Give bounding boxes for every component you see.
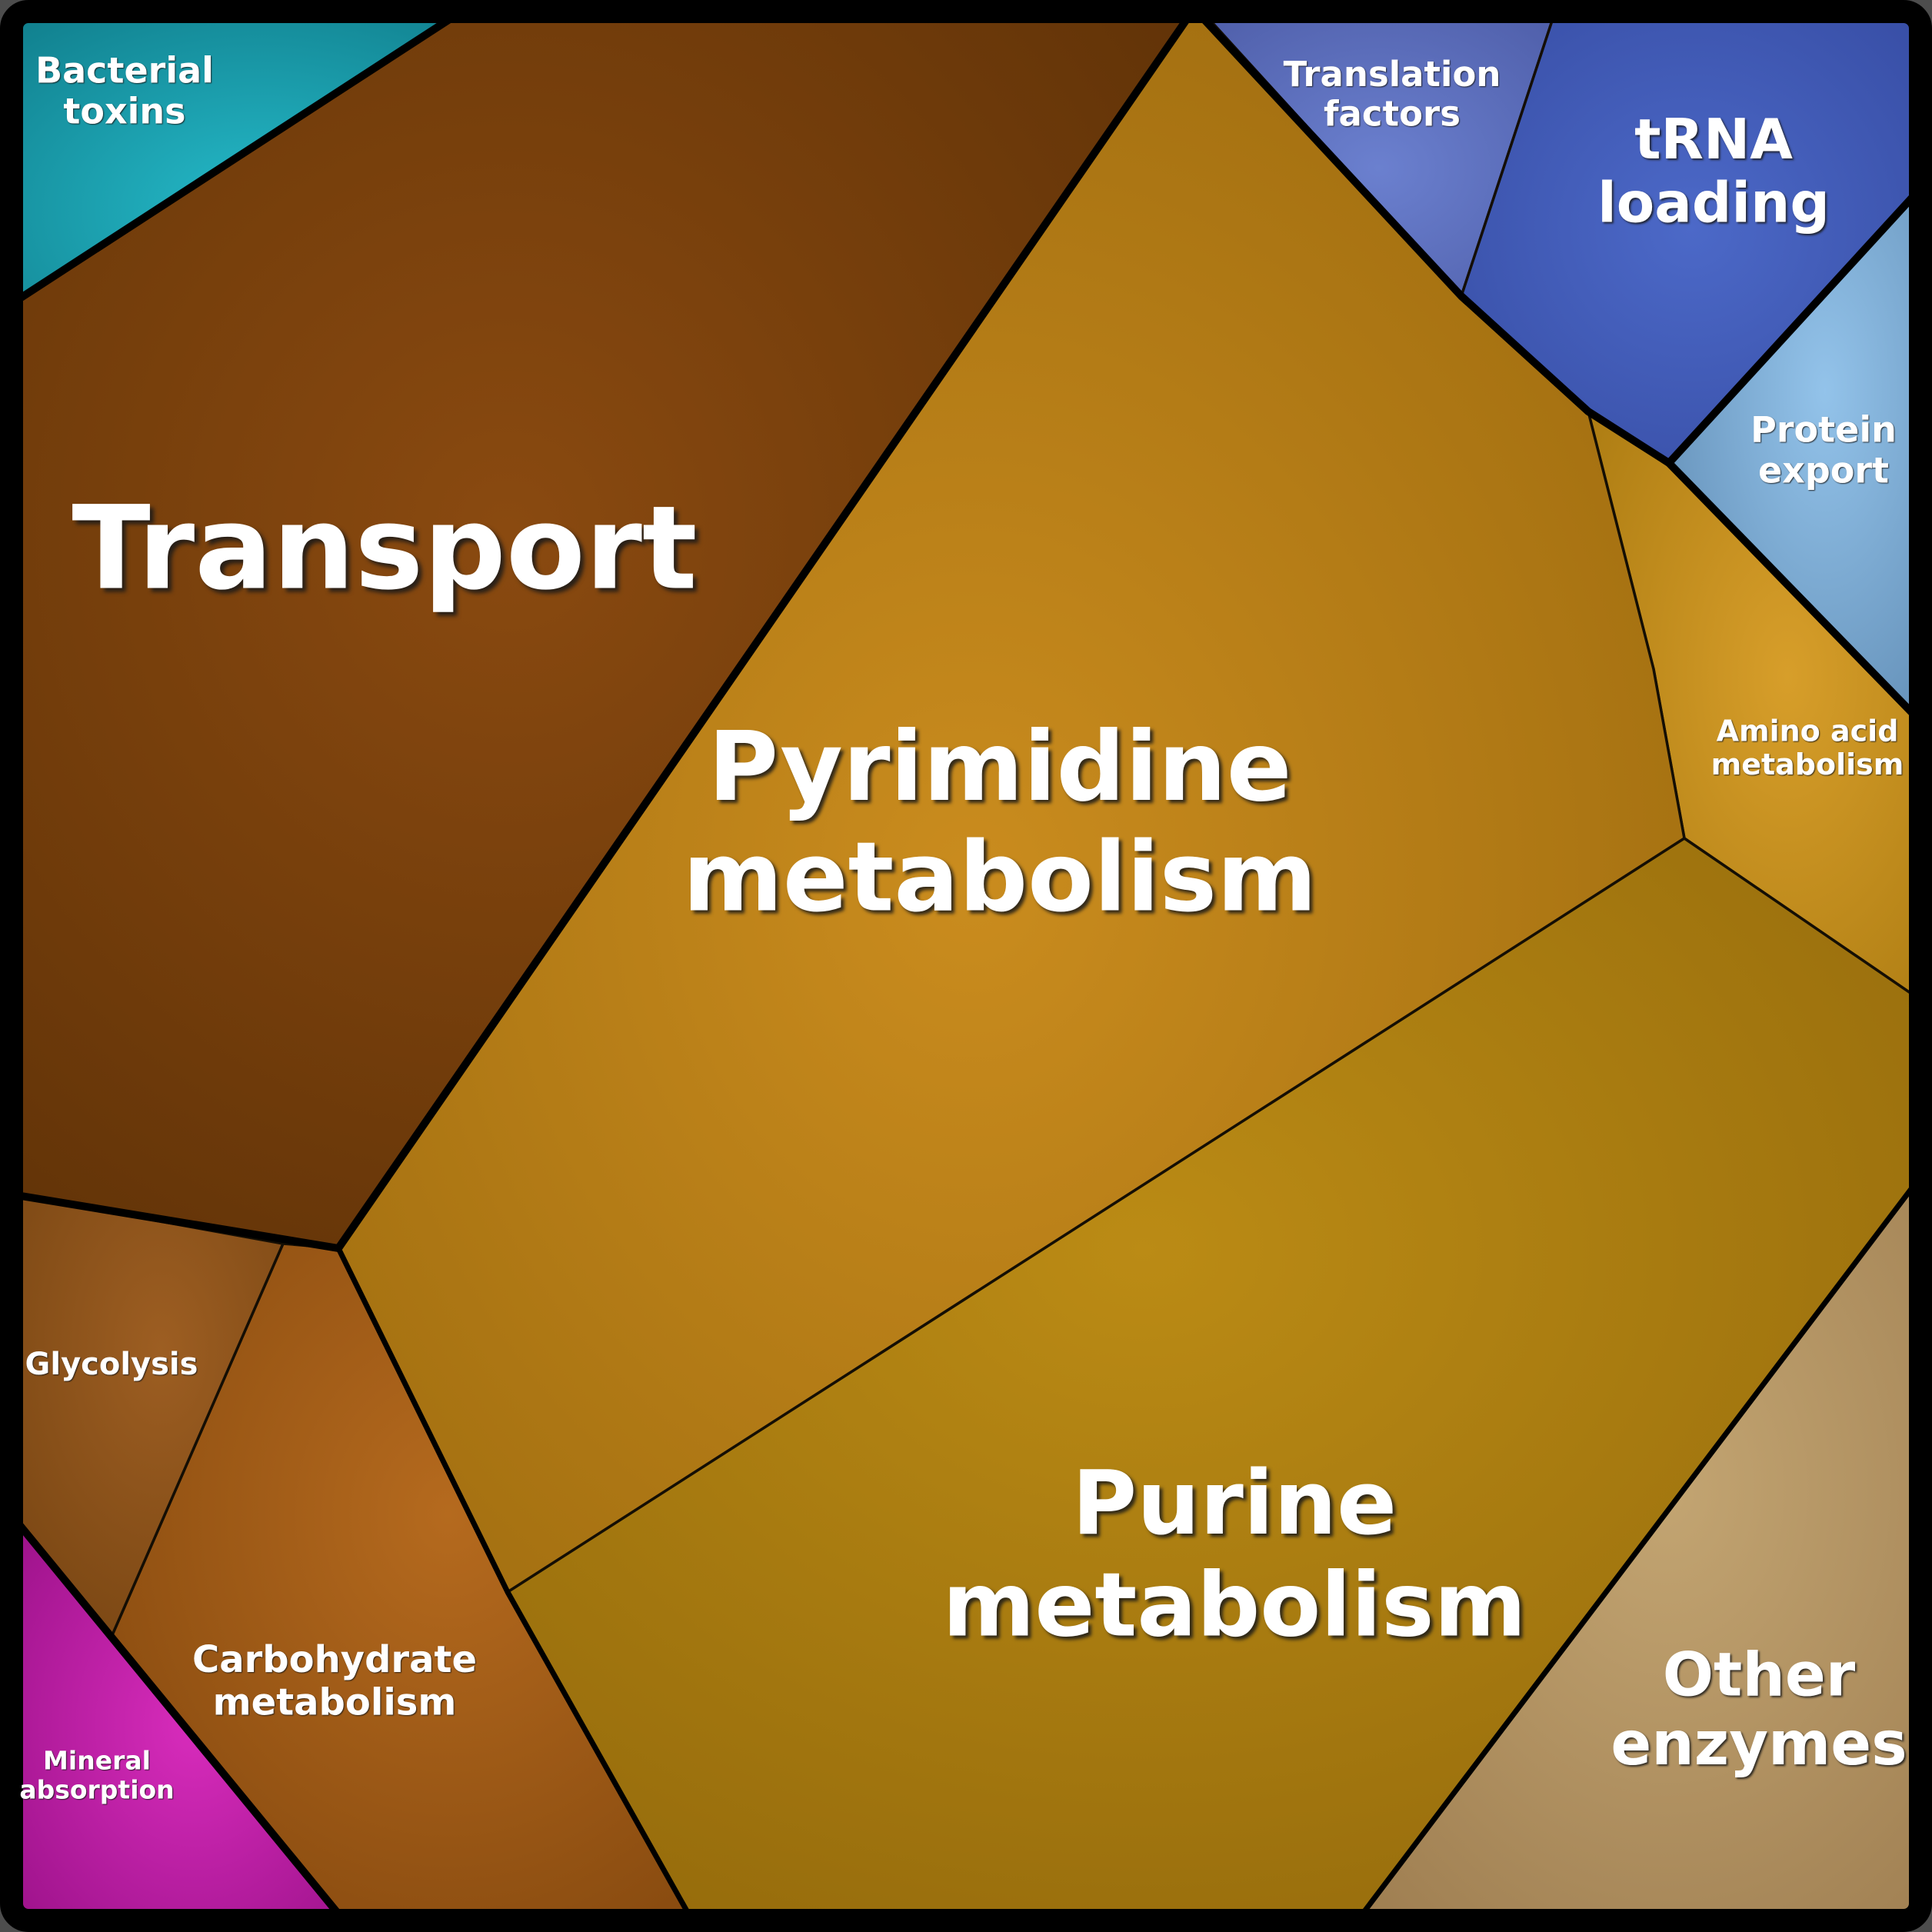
boundary-trna-protein-export [1665,185,1918,467]
boundary-purine-other-enzymes [1354,1174,1918,1918]
boundary-carbohydrate-purine [335,1245,695,1918]
region-purine-metabolism[interactable] [506,837,1920,1920]
boundary-gold-blue-chain [1193,14,1673,467]
boundary-protein-export-amino [1665,459,1918,725]
boundary-toxins-transport [14,14,465,308]
boundary-transport-pyrimidine [335,14,1196,1252]
boundary-mineral-absorption-edge [14,1511,348,1918]
boundary-transport-glycolysis-carbohydrate [14,1191,342,1252]
